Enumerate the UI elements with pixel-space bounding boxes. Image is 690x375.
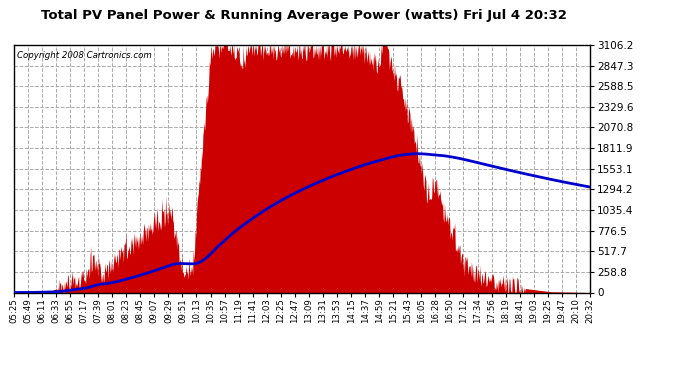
Text: Copyright 2008 Cartronics.com: Copyright 2008 Cartronics.com [17, 51, 151, 60]
Text: Total PV Panel Power & Running Average Power (watts) Fri Jul 4 20:32: Total PV Panel Power & Running Average P… [41, 9, 566, 22]
